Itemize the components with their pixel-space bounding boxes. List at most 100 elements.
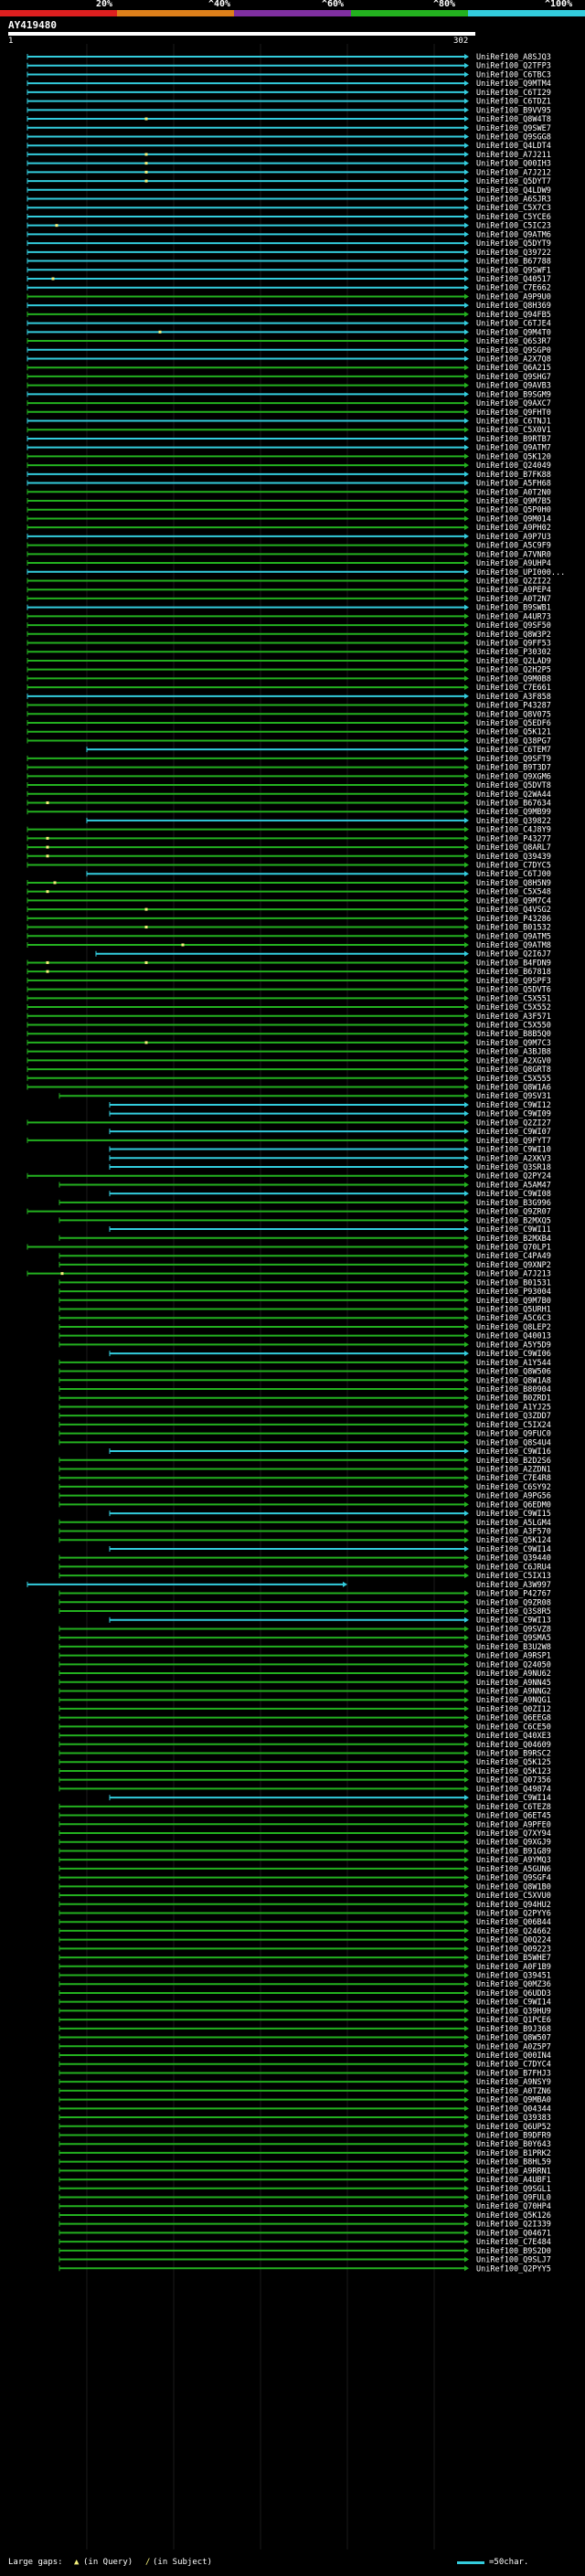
- hit-label[interactable]: UniRef100_B9VV95: [476, 106, 551, 115]
- hit-label[interactable]: UniRef100_A5C6C3: [476, 1314, 551, 1323]
- hit-label[interactable]: UniRef100_Q2PYY6: [476, 1909, 551, 1918]
- hit-label[interactable]: UniRef100_Q5URH1: [476, 1306, 551, 1315]
- hit-label[interactable]: UniRef100_Q9AXC7: [476, 399, 551, 408]
- hit-label[interactable]: UniRef100_A3F571: [476, 1012, 551, 1022]
- hit-label[interactable]: UniRef100_Q04609: [476, 1741, 551, 1750]
- hit-label[interactable]: UniRef100_C7DYC4: [476, 2061, 551, 2070]
- hit-label[interactable]: UniRef100_A9NQG1: [476, 1696, 551, 1705]
- hit-label[interactable]: UniRef100_A9PFE0: [476, 1820, 551, 1829]
- hit-label[interactable]: UniRef100_A0T2N0: [476, 488, 551, 497]
- hit-label[interactable]: UniRef100_Q2PY24: [476, 1172, 551, 1182]
- hit-label[interactable]: UniRef100_C5X7C3: [476, 204, 551, 213]
- hit-label[interactable]: UniRef100_A9NNG2: [476, 1687, 551, 1696]
- hit-label[interactable]: UniRef100_Q2H2P5: [476, 666, 551, 675]
- hit-label[interactable]: UniRef100_C9WI12: [476, 1101, 551, 1110]
- hit-label[interactable]: UniRef100_A2XKV3: [476, 1154, 551, 1163]
- hit-label[interactable]: UniRef100_C9WI09: [476, 1110, 551, 1119]
- hit-label[interactable]: UniRef100_Q24049: [476, 461, 551, 471]
- hit-label[interactable]: UniRef100_B67788: [476, 258, 551, 267]
- hit-label[interactable]: UniRef100_Q9ZR08: [476, 1598, 551, 1607]
- hit-label[interactable]: UniRef100_Q9ATM8: [476, 941, 551, 950]
- hit-label[interactable]: UniRef100_C9WI14: [476, 1998, 551, 2008]
- hit-label[interactable]: UniRef100_A9PEP4: [476, 586, 551, 595]
- hit-label[interactable]: UniRef100_Q9SLJ7: [476, 2256, 551, 2265]
- hit-label[interactable]: UniRef100_Q5P0H0: [476, 506, 551, 515]
- hit-label[interactable]: UniRef100_B0ZRD1: [476, 1394, 551, 1404]
- hit-label[interactable]: UniRef100_A5LGM4: [476, 1519, 551, 1528]
- hit-label[interactable]: UniRef100_Q06B44: [476, 1918, 551, 1927]
- hit-label[interactable]: UniRef100_Q24050: [476, 1660, 551, 1670]
- hit-label[interactable]: UniRef100_Q9SWF1: [476, 266, 551, 275]
- hit-label[interactable]: UniRef100_Q8H5N9: [476, 879, 551, 888]
- hit-label[interactable]: UniRef100_C9WI06: [476, 1350, 551, 1359]
- hit-label[interactable]: UniRef100_Q9M4T0: [476, 328, 551, 337]
- hit-label[interactable]: UniRef100_P30302: [476, 648, 551, 657]
- hit-label[interactable]: UniRef100_B9RSC2: [476, 1750, 551, 1759]
- hit-label[interactable]: UniRef100_Q6EEG8: [476, 1714, 551, 1723]
- hit-label[interactable]: UniRef100_Q2LAD9: [476, 657, 551, 666]
- hit-label[interactable]: UniRef100_B7FHJ3: [476, 2069, 551, 2078]
- hit-label[interactable]: UniRef100_Q9SVZ8: [476, 1625, 551, 1634]
- hit-label[interactable]: UniRef100_Q9SV31: [476, 1092, 551, 1101]
- hit-label[interactable]: UniRef100_Q9M014: [476, 514, 551, 524]
- hit-label[interactable]: UniRef100_Q9FUC0: [476, 1430, 551, 1439]
- hit-label[interactable]: UniRef100_Q5DYT7: [476, 177, 551, 186]
- hit-label[interactable]: UniRef100_A0F1B9: [476, 1963, 551, 1972]
- hit-label[interactable]: UniRef100_Q9M0B8: [476, 674, 551, 684]
- hit-label[interactable]: UniRef100_Q9FYT7: [476, 1137, 551, 1146]
- hit-label[interactable]: UniRef100_Q39722: [476, 249, 551, 258]
- hit-label[interactable]: UniRef100_A3BJB8: [476, 1048, 551, 1057]
- hit-label[interactable]: UniRef100_Q8S4U4: [476, 1438, 551, 1447]
- hit-label[interactable]: UniRef100_C5X550: [476, 1021, 551, 1030]
- hit-label[interactable]: UniRef100_C6TI29: [476, 89, 551, 98]
- hit-label[interactable]: UniRef100_Q9SPF3: [476, 977, 551, 986]
- hit-label[interactable]: UniRef100_B9S2D0: [476, 2247, 551, 2256]
- hit-label[interactable]: UniRef100_C5IX24: [476, 1421, 551, 1430]
- hit-label[interactable]: UniRef100_C9WI07: [476, 1128, 551, 1137]
- hit-label[interactable]: UniRef100_B7FK88: [476, 471, 551, 480]
- hit-label[interactable]: UniRef100_P42767: [476, 1590, 551, 1599]
- hit-label[interactable]: UniRef100_Q8W1B0: [476, 1882, 551, 1892]
- hit-label[interactable]: UniRef100_Q39822: [476, 817, 551, 826]
- hit-label[interactable]: UniRef100_A3F570: [476, 1528, 551, 1537]
- hit-label[interactable]: UniRef100_Q9M7C4: [476, 896, 551, 906]
- hit-label[interactable]: UniRef100_Q0Q224: [476, 1936, 551, 1945]
- hit-label[interactable]: UniRef100_Q8V075: [476, 710, 551, 719]
- hit-label[interactable]: UniRef100_A4UR73: [476, 612, 551, 621]
- hit-label[interactable]: UniRef100_Q2TFP3: [476, 62, 551, 71]
- hit-label[interactable]: UniRef100_UPI000...: [476, 568, 565, 578]
- hit-label[interactable]: UniRef100_A1Y544: [476, 1359, 551, 1368]
- hit-label[interactable]: UniRef100_Q9M7C3: [476, 1039, 551, 1048]
- hit-label[interactable]: UniRef100_B9RTB7: [476, 435, 551, 444]
- hit-label[interactable]: UniRef100_A5Y5D9: [476, 1341, 551, 1350]
- hit-label[interactable]: UniRef100_A9PG56: [476, 1492, 551, 1501]
- hit-label[interactable]: UniRef100_C5X551: [476, 994, 551, 1003]
- hit-label[interactable]: UniRef100_C9WI10: [476, 1146, 551, 1155]
- hit-label[interactable]: UniRef100_C6CE50: [476, 1723, 551, 1732]
- hit-label[interactable]: UniRef100_Q3SR18: [476, 1163, 551, 1172]
- hit-label[interactable]: UniRef100_Q0ZI12: [476, 1705, 551, 1714]
- hit-label[interactable]: UniRef100_A9NN45: [476, 1679, 551, 1688]
- hit-label[interactable]: UniRef100_B8B5Q0: [476, 1030, 551, 1039]
- hit-label[interactable]: UniRef100_C5X552: [476, 1003, 551, 1012]
- hit-label[interactable]: UniRef100_A2X7Q8: [476, 355, 551, 364]
- hit-label[interactable]: UniRef100_C9WI08: [476, 1190, 551, 1199]
- hit-label[interactable]: UniRef100_Q5DYT9: [476, 239, 551, 249]
- hit-label[interactable]: UniRef100_Q9FHT0: [476, 408, 551, 418]
- hit-label[interactable]: UniRef100_Q3ZDD7: [476, 1412, 551, 1421]
- hit-label[interactable]: UniRef100_Q9SFT9: [476, 755, 551, 764]
- hit-label[interactable]: UniRef100_C5IX13: [476, 1572, 551, 1581]
- hit-label[interactable]: UniRef100_Q49874: [476, 1785, 551, 1794]
- hit-label[interactable]: UniRef100_Q5K126: [476, 2211, 551, 2221]
- hit-label[interactable]: UniRef100_Q2ZI27: [476, 1118, 551, 1128]
- hit-label[interactable]: UniRef100_Q9SMA5: [476, 1634, 551, 1643]
- hit-label[interactable]: UniRef100_C9WI16: [476, 1447, 551, 1457]
- hit-label[interactable]: UniRef100_Q2I6J7: [476, 950, 551, 959]
- hit-label[interactable]: UniRef100_Q4LDT4: [476, 142, 551, 151]
- hit-label[interactable]: UniRef100_Q09223: [476, 1945, 551, 1954]
- hit-label[interactable]: UniRef100_A6SJR3: [476, 196, 551, 205]
- hit-label[interactable]: UniRef100_A7J213: [476, 1270, 551, 1279]
- hit-label[interactable]: UniRef100_C7E661: [476, 684, 551, 693]
- hit-label[interactable]: UniRef100_Q9XNP2: [476, 1261, 551, 1270]
- hit-label[interactable]: UniRef100_Q9ATM5: [476, 932, 551, 941]
